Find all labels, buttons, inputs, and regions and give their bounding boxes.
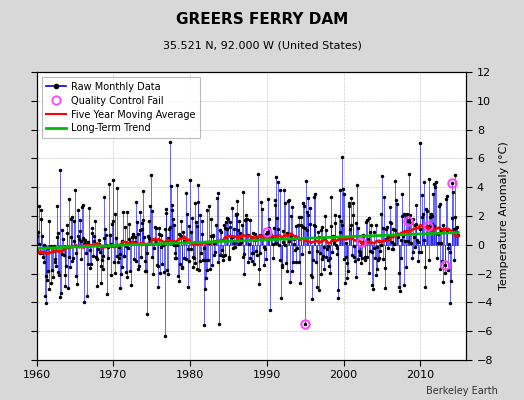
Text: GREERS FERRY DAM: GREERS FERRY DAM bbox=[176, 12, 348, 27]
Y-axis label: Temperature Anomaly (°C): Temperature Anomaly (°C) bbox=[499, 142, 509, 290]
Text: 35.521 N, 92.000 W (United States): 35.521 N, 92.000 W (United States) bbox=[162, 40, 362, 50]
Text: Berkeley Earth: Berkeley Earth bbox=[426, 386, 498, 396]
Legend: Raw Monthly Data, Quality Control Fail, Five Year Moving Average, Long-Term Tren: Raw Monthly Data, Quality Control Fail, … bbox=[41, 77, 200, 138]
